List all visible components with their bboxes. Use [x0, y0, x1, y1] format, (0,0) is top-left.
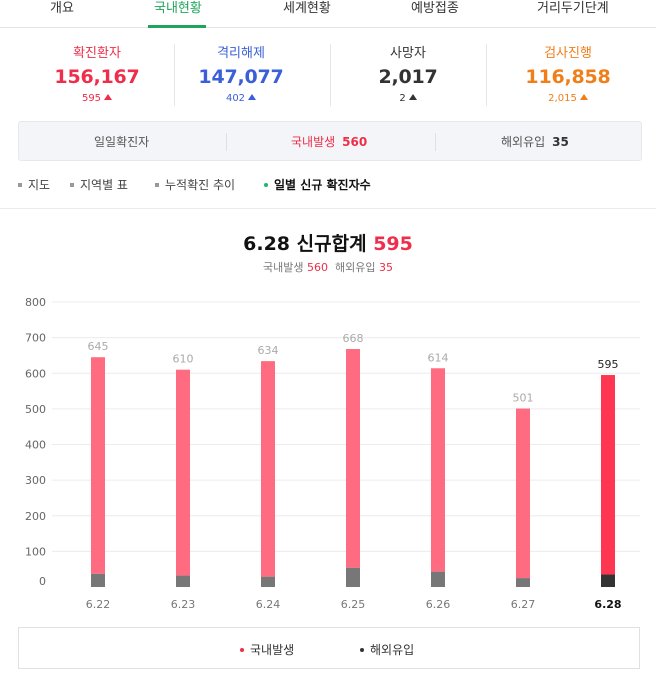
bullet-icon: [18, 183, 22, 187]
stat-testing: 검사진행 116,858 2,015: [490, 42, 646, 104]
chart-title: 6.28 신규합계 595: [243, 233, 413, 255]
stat-label: 격리해제: [217, 46, 265, 61]
bar-total-label: 501: [513, 392, 534, 405]
divider: [435, 133, 436, 151]
section-divider: [0, 208, 656, 209]
bar-overseas: [261, 576, 275, 587]
stat-delta: 2: [330, 93, 486, 104]
menu-region-table[interactable]: 지역별 표: [70, 176, 128, 193]
divider: [174, 44, 175, 106]
bar-total-label: 645: [88, 340, 109, 353]
x-tick-label: 6.28: [594, 598, 621, 611]
bar-domestic: [261, 361, 275, 577]
y-tick-label: 100: [25, 545, 46, 558]
bar-total-label: 634: [258, 344, 279, 357]
stat-delta: 402: [163, 93, 319, 104]
divider: [486, 44, 487, 106]
up-arrow-icon: [579, 94, 588, 100]
stat-value: 156,167: [54, 66, 140, 88]
menu-daily-new[interactable]: 일별 신규 확진자수: [264, 176, 371, 193]
active-tab-indicator: [148, 25, 206, 28]
tab-world[interactable]: 세계현황: [283, 1, 331, 16]
daily-overseas: 해외유입 35: [501, 135, 569, 149]
x-tick-label: 6.23: [171, 598, 196, 611]
tab-distancing[interactable]: 거리두기단계: [537, 1, 609, 16]
divider: [330, 44, 331, 106]
bar-total-label: 610: [173, 353, 194, 366]
bar-domestic: [346, 349, 360, 568]
menu-map[interactable]: 지도: [18, 176, 50, 193]
bar-domestic: [601, 375, 615, 575]
stat-label: 검사진행: [544, 46, 592, 61]
tab-domestic[interactable]: 국내현황: [154, 1, 202, 16]
y-tick-label: 600: [25, 367, 46, 380]
x-tick-label: 6.24: [256, 598, 281, 611]
bar-total-label: 595: [598, 358, 619, 371]
tab-overview[interactable]: 개요: [50, 1, 74, 16]
bullet-icon: [155, 183, 159, 187]
daily-label: 일일확진자: [94, 135, 150, 149]
chart-legend: 국내발생 해외유입: [18, 627, 640, 669]
bar-total-label: 668: [343, 332, 364, 345]
divider: [226, 133, 227, 151]
bar-domestic: [516, 408, 530, 579]
y-tick-label: 500: [25, 403, 46, 416]
y-tick-label: 0: [39, 575, 46, 588]
y-tick-label: 200: [25, 510, 46, 523]
bar-overseas: [431, 571, 445, 587]
up-arrow-icon: [104, 94, 113, 100]
stat-delta: 595: [19, 93, 175, 104]
y-tick-label: 700: [25, 332, 46, 345]
chart-subtitle: 국내발생 560 해외유입 35: [263, 261, 393, 274]
legend-domestic: 국내발생: [240, 641, 294, 658]
menu-cumulative-trend[interactable]: 누적확진 추이: [155, 176, 235, 193]
bar-domestic: [176, 369, 190, 576]
bar-overseas: [516, 578, 530, 587]
legend-dot-icon: [240, 648, 244, 652]
tab-vaccination[interactable]: 예방접종: [411, 1, 459, 16]
x-tick-label: 6.26: [426, 598, 451, 611]
stat-value: 116,858: [525, 66, 611, 88]
stat-deaths: 사망자 2,017 2: [330, 42, 486, 104]
stat-value: 2,017: [378, 66, 438, 88]
stat-released: 격리해제 147,077 402: [163, 42, 319, 104]
x-tick-label: 6.27: [511, 598, 536, 611]
bar-overseas: [176, 575, 190, 587]
x-tick-label: 6.22: [86, 598, 111, 611]
stat-confirmed: 확진환자 156,167 595: [19, 42, 175, 104]
bullet-icon: [70, 183, 74, 187]
up-arrow-icon: [408, 94, 417, 100]
y-tick-label: 300: [25, 474, 46, 487]
bullet-icon: [264, 183, 268, 187]
legend-dot-icon: [360, 648, 364, 652]
bar-total-label: 614: [428, 351, 449, 364]
y-tick-label: 800: [25, 296, 46, 309]
top-tab-bar: 개요 국내현황 세계현황 예방접종 거리두기단계: [0, 0, 656, 28]
bar-domestic: [91, 357, 105, 574]
stat-label: 사망자: [390, 46, 426, 61]
stat-label: 확진환자: [73, 46, 121, 61]
daily-domestic: 국내발생 560: [291, 135, 368, 149]
bar-overseas: [601, 574, 615, 587]
bar-domestic: [431, 368, 445, 572]
up-arrow-icon: [248, 94, 257, 100]
y-tick-label: 400: [25, 439, 46, 452]
stat-value: 147,077: [198, 66, 284, 88]
daily-breakdown-box: 일일확진자 국내발생 560 해외유입 35: [18, 121, 642, 161]
x-tick-label: 6.25: [341, 598, 366, 611]
bar-overseas: [91, 573, 105, 587]
stat-delta: 2,015: [490, 93, 646, 104]
bar-overseas: [346, 567, 360, 587]
daily-cases-chart: 800 700 600 500 400 300 200 100 0 645 6.22 610 6.23 6…: [25, 296, 640, 611]
legend-overseas: 해외유입: [360, 641, 414, 658]
